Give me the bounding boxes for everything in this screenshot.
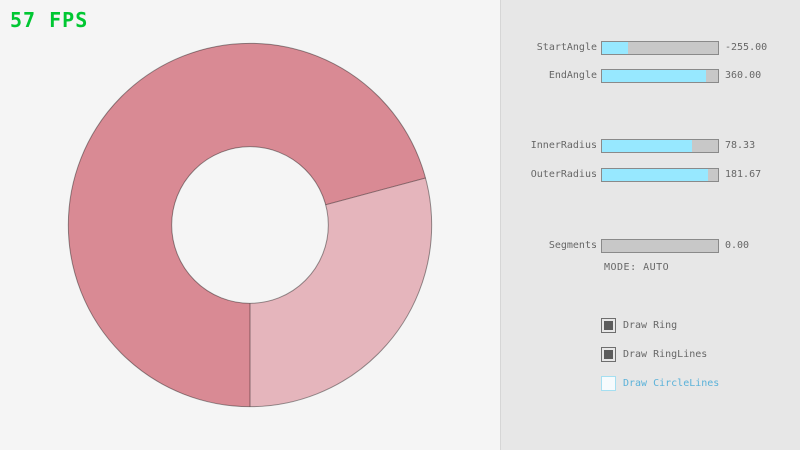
slider-fill [602, 169, 708, 181]
slider-fill [602, 42, 628, 54]
draw-ring-checkbox[interactable] [601, 318, 616, 333]
draw-ringlines-label: Draw RingLines [623, 349, 708, 360]
endangle-label: EndAngle [548, 70, 597, 81]
check-row-draw-ring: Draw Ring [501, 318, 800, 333]
endangle-value: 360.00 [725, 70, 762, 81]
segments-label: Segments [548, 240, 597, 251]
slider-fill [602, 70, 707, 82]
startangle-value: -255.00 [725, 42, 768, 53]
outerradius-value: 181.67 [725, 169, 762, 180]
slider-row-endangle: EndAngle 360.00 [501, 69, 800, 83]
draw-circlelines-checkbox[interactable] [601, 376, 616, 391]
slider-row-startangle: StartAngle -255.00 [501, 41, 800, 55]
innerradius-label: InnerRadius [530, 140, 597, 151]
startangle-label: StartAngle [536, 42, 597, 53]
draw-circlelines-label: Draw CircleLines [623, 378, 720, 389]
draw-ringlines-checkbox[interactable] [601, 347, 616, 362]
draw-ring-label: Draw Ring [623, 320, 678, 331]
fps-counter: 57 FPS [10, 8, 89, 32]
endangle-slider[interactable] [601, 69, 719, 83]
check-row-draw-circlelines: Draw CircleLines [501, 376, 800, 391]
innerradius-slider[interactable] [601, 139, 719, 153]
check-row-draw-ringlines: Draw RingLines [501, 347, 800, 362]
outerradius-slider[interactable] [601, 168, 719, 182]
outerradius-label: OuterRadius [530, 169, 597, 180]
innerradius-value: 78.33 [725, 140, 756, 151]
ring-chart [67, 42, 433, 408]
startangle-slider[interactable] [601, 41, 719, 55]
slider-fill [602, 140, 693, 152]
slider-row-outerradius: OuterRadius 181.67 [501, 168, 800, 182]
slider-row-innerradius: InnerRadius 78.33 [501, 139, 800, 153]
segments-value: 0.00 [725, 240, 750, 251]
render-canvas: 57 FPS [10, 8, 433, 408]
slider-row-segments: Segments 0.00 [501, 239, 800, 253]
segments-slider[interactable] [601, 239, 719, 253]
controls-panel: StartAngle -255.00 EndAngle 360.00 Inner… [500, 0, 800, 450]
mode-label: MODE: AUTO [604, 262, 670, 273]
